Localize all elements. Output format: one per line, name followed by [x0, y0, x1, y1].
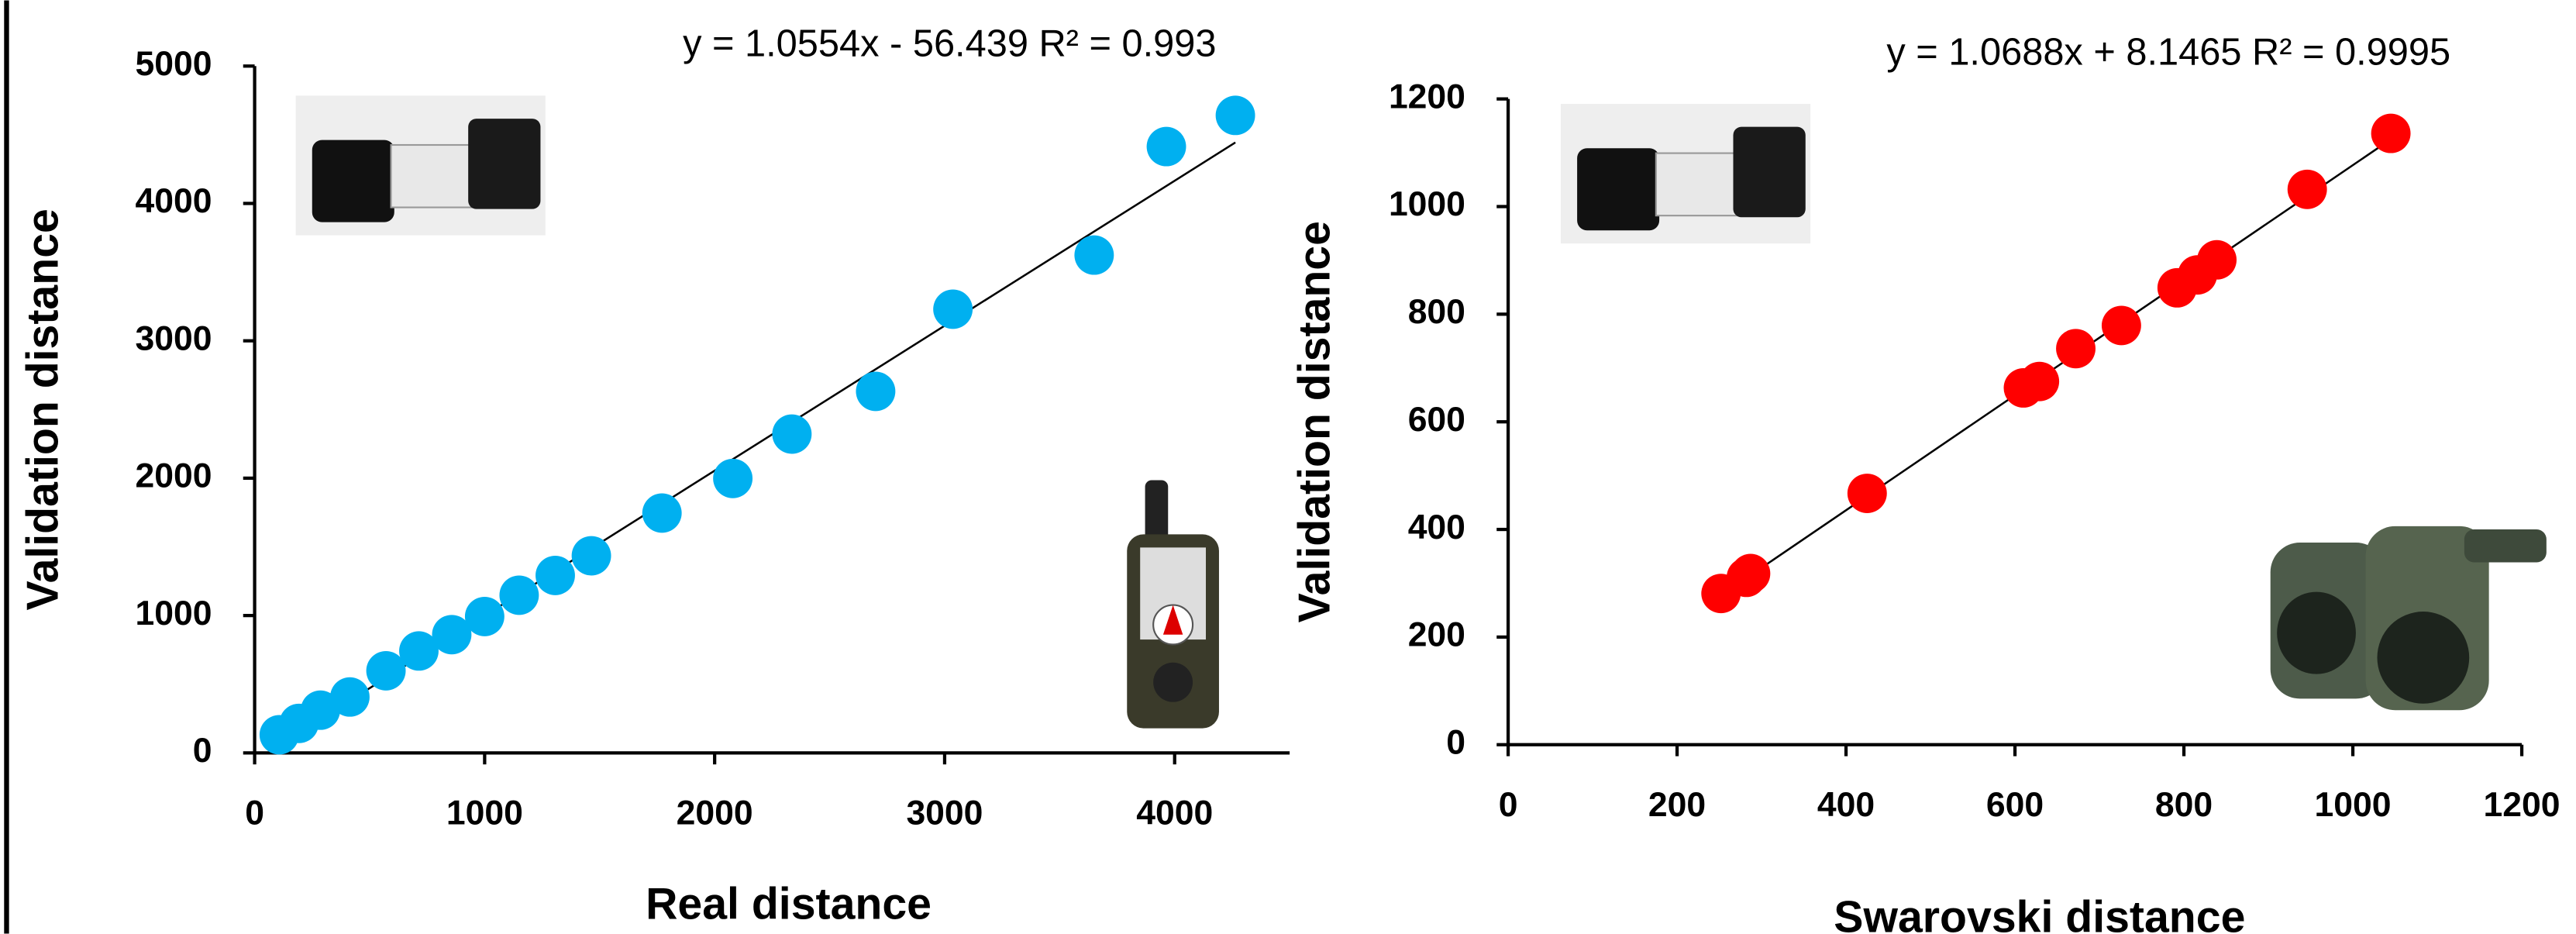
x-axis-title: Swarovski distance — [1834, 893, 2245, 934]
y-tick-label: 400 — [1408, 508, 1465, 546]
y-tick-label: 0 — [1446, 724, 1465, 762]
point — [856, 371, 896, 412]
equation: y = 1.0554x - 56.439 R² = 0.993 — [683, 23, 1216, 65]
point — [432, 615, 472, 655]
equation: y = 1.0688x + 8.1465 R² = 0.9995 — [1886, 31, 2450, 73]
point — [1146, 126, 1186, 167]
y-tick-label: 2000 — [135, 457, 212, 495]
x-tick-label: 2000 — [677, 794, 753, 832]
y-tick-label: 1000 — [1389, 185, 1465, 223]
x-tick-label: 4000 — [1136, 794, 1213, 832]
x-tick-label: 200 — [1648, 786, 1706, 824]
point — [713, 458, 753, 498]
point — [2020, 361, 2060, 402]
trendline — [1720, 138, 2392, 597]
x-tick-label: 400 — [1817, 786, 1875, 824]
y-tick-label: 1000 — [135, 595, 212, 632]
point — [399, 631, 439, 671]
point — [301, 690, 340, 730]
y-tick-label: 4000 — [135, 182, 212, 220]
point — [2287, 169, 2327, 209]
x-tick-label: 0 — [1499, 786, 1518, 824]
x-tick-label: 800 — [2155, 786, 2213, 824]
point — [2371, 113, 2411, 153]
y-axis-title: Validation distance — [18, 209, 67, 610]
point — [330, 677, 370, 717]
x-tick-label: 1000 — [2315, 786, 2392, 824]
point — [642, 493, 682, 533]
y-tick-label: 600 — [1408, 401, 1465, 439]
point — [2056, 329, 2096, 369]
x-tick-label: 3000 — [906, 794, 983, 832]
x-axis-title: Real distance — [646, 880, 932, 929]
y-tick-label: 3000 — [135, 319, 212, 357]
point — [772, 414, 812, 454]
gps-photo — [1127, 480, 1219, 729]
y-tick-label: 200 — [1408, 616, 1465, 654]
camera-photo — [295, 95, 1811, 244]
y-tick-label: 5000 — [135, 45, 212, 83]
point — [464, 596, 505, 636]
point — [1731, 553, 1771, 594]
point — [499, 575, 539, 615]
x-tick-label: 1000 — [446, 794, 523, 832]
point — [366, 650, 406, 691]
point — [1074, 235, 1114, 275]
y-axis-title: Validation distance — [1290, 221, 1339, 622]
x-tick-label: 600 — [1986, 786, 2044, 824]
y-tick-label: 1200 — [1389, 78, 1465, 115]
point — [1215, 95, 1255, 136]
y-tick-label: 800 — [1408, 293, 1465, 331]
point — [1847, 474, 1887, 513]
point — [933, 289, 973, 329]
x-tick-label: 1200 — [2484, 786, 2561, 824]
point — [536, 555, 575, 595]
point — [2101, 305, 2141, 346]
y-tick-label: 0 — [193, 732, 212, 770]
x-tick-label: 0 — [245, 794, 264, 832]
binoculars-photo — [2270, 526, 2547, 711]
point — [571, 536, 611, 576]
point — [2197, 240, 2237, 280]
